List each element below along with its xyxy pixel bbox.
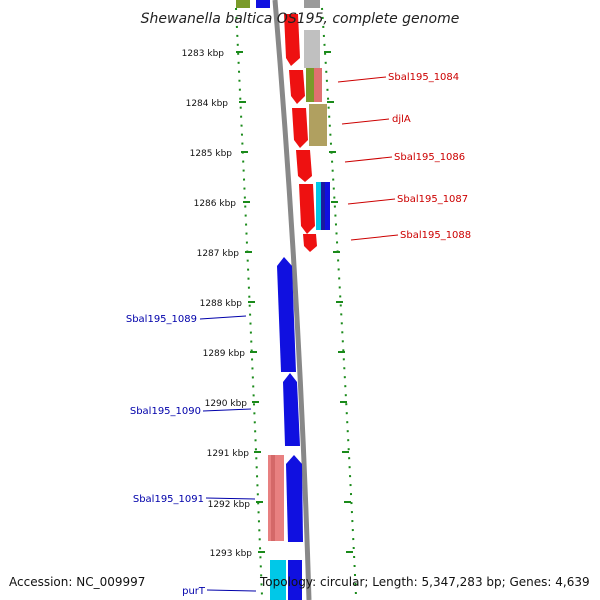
gene-block-reverse-1[interactable] — [277, 257, 296, 372]
inner-tick-ring — [235, 7, 263, 597]
tick-label: 1290 kbp — [205, 399, 248, 409]
gene-block-forward-4[interactable] — [296, 150, 312, 182]
gene-label-forward[interactable]: Sbal195_1088 — [400, 230, 471, 241]
tick-label: 1291 kbp — [207, 449, 250, 459]
tick-label: 1289 kbp — [203, 349, 246, 359]
top-partial-features — [236, 0, 320, 8]
gene-block-forward-3[interactable] — [292, 108, 308, 148]
gene-block-forward-5[interactable] — [299, 184, 315, 234]
gene-label-reverse[interactable]: Sbal195_1091 — [133, 494, 204, 505]
genome-backbone — [272, 0, 312, 600]
accession-label: Accession: NC_009997 — [9, 575, 145, 589]
gene-block-forward-1[interactable] — [284, 14, 300, 66]
gene-block-reverse-3[interactable] — [286, 455, 303, 542]
outer-ring-features — [304, 30, 330, 230]
genome-summary: Topology: circular; Length: 5,347,283 bp… — [259, 575, 590, 589]
tick-label: 1286 kbp — [194, 199, 237, 209]
reverse-gene-blocks — [277, 257, 303, 600]
tick-label: 1284 kbp — [186, 99, 229, 109]
tick-marks — [236, 51, 353, 553]
gene-label-reverse[interactable]: purT — [182, 586, 206, 597]
tick-label: 1293 kbp — [210, 549, 253, 559]
gene-block-reverse-2[interactable] — [283, 373, 300, 446]
gene-block-forward-2[interactable] — [289, 70, 305, 104]
gene-label-reverse[interactable]: Sbal195_1089 — [126, 314, 197, 325]
gene-block-reverse-4[interactable] — [288, 560, 302, 600]
gene-label-forward[interactable]: Sbal195_1086 — [394, 152, 465, 163]
tick-label: 1292 kbp — [208, 500, 251, 510]
gene-block-forward-6[interactable] — [303, 234, 317, 252]
gene-label-forward[interactable]: Sbal195_1084 — [388, 72, 459, 83]
inner-ring-features — [268, 455, 286, 600]
tick-label: 1288 kbp — [200, 299, 243, 309]
tick-labels: 1283 kbp 1284 kbp 1285 kbp 1286 kbp 1287… — [182, 49, 253, 559]
reverse-gene-labels: Sbal195_1089 Sbal195_1090 Sbal195_1091 p… — [126, 314, 206, 597]
outer-tick-ring — [321, 7, 357, 597]
tick-label: 1285 kbp — [190, 149, 233, 159]
map-title: Shewanella baltica OS195, complete genom… — [141, 11, 460, 27]
forward-leader-lines — [337, 76, 399, 241]
tick-label: 1287 kbp — [197, 249, 240, 259]
gene-label-forward[interactable]: Sbal195_1087 — [397, 194, 468, 205]
gene-label-reverse[interactable]: Sbal195_1090 — [130, 406, 201, 417]
tick-label: 1283 kbp — [182, 49, 225, 59]
forward-gene-labels: Sbal195_1084 djlA Sbal195_1086 Sbal195_1… — [388, 72, 471, 241]
forward-gene-blocks — [284, 14, 317, 252]
gene-label-forward[interactable]: djlA — [392, 114, 411, 125]
reverse-leader-lines — [199, 315, 257, 592]
